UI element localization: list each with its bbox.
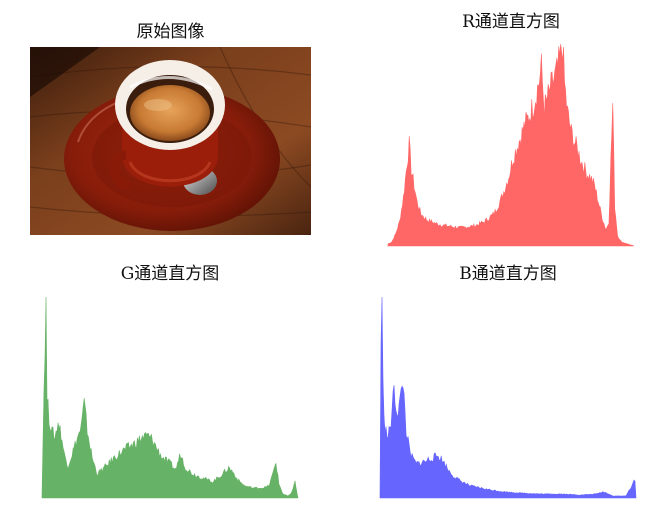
g-histogram-title: G通道直方图	[120, 264, 220, 284]
histogram-area	[379, 296, 637, 499]
b-channel-histogram	[379, 296, 637, 499]
espresso-photo	[30, 47, 311, 235]
histogram-area	[387, 43, 635, 247]
original-image-title: 原始图像	[136, 22, 205, 42]
r-histogram-title: R通道直方图	[462, 12, 560, 32]
r-channel-histogram	[387, 43, 635, 247]
histogram-area	[41, 296, 299, 499]
g-channel-histogram	[41, 296, 299, 499]
b-histogram-title: B通道直方图	[459, 264, 557, 284]
